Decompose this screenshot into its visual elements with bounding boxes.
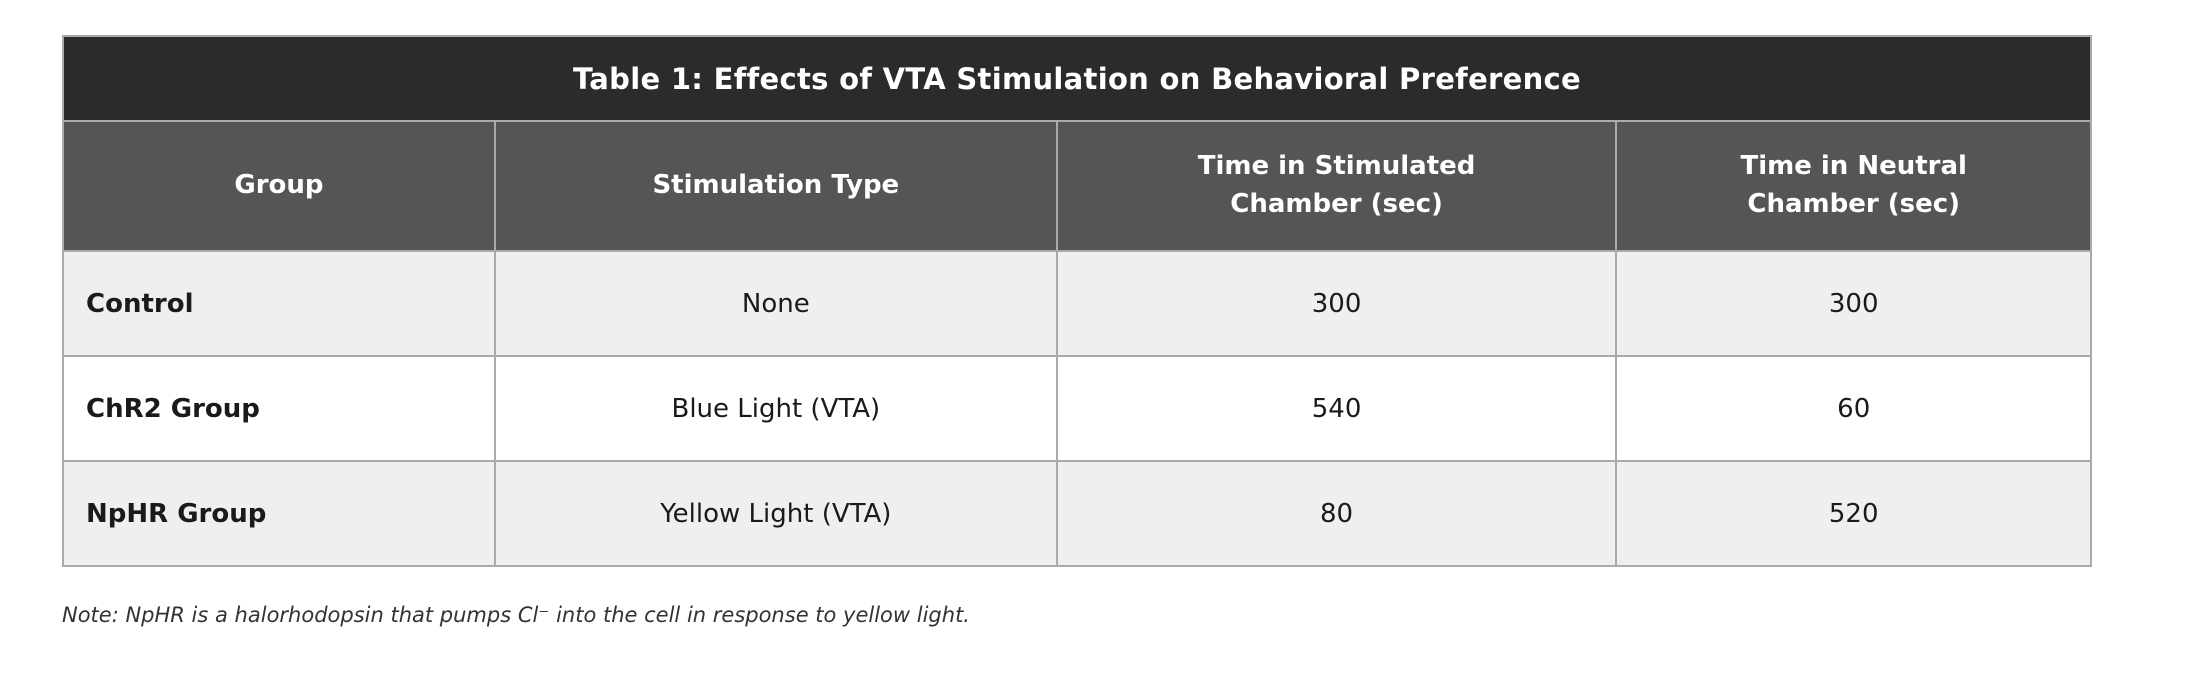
cell-time-stimulated: 300 — [1055, 250, 1618, 357]
cell-stimulation-type: None — [493, 250, 1058, 357]
column-header-time-stimulated: Time in Stimulated Chamber (sec) — [1055, 120, 1618, 252]
cell-stimulation-type: Blue Light (VTA) — [493, 355, 1058, 462]
vta-stimulation-table: Table 1: Effects of VTA Stimulation on B… — [62, 35, 2092, 567]
column-header-stimulation-type: Stimulation Type — [493, 120, 1058, 252]
cell-time-neutral: 60 — [1615, 355, 2092, 462]
cell-time-neutral: 520 — [1615, 460, 2092, 567]
table-row-chr2: ChR2 Group Blue Light (VTA) 540 60 — [62, 355, 2092, 462]
table-title: Table 1: Effects of VTA Stimulation on B… — [62, 35, 2092, 122]
cell-time-stimulated: 540 — [1055, 355, 1618, 462]
table-row-control: Control None 300 300 — [62, 250, 2092, 357]
cell-time-neutral: 300 — [1615, 250, 2092, 357]
cell-group: NpHR Group — [62, 460, 496, 567]
table-row-nphr: NpHR Group Yellow Light (VTA) 80 520 — [62, 460, 2092, 567]
table-title-row: Table 1: Effects of VTA Stimulation on B… — [62, 35, 2092, 122]
cell-time-stimulated: 80 — [1055, 460, 1618, 567]
cell-group: ChR2 Group — [62, 355, 496, 462]
table-header-row: Group Stimulation Type Time in Stimulate… — [62, 120, 2092, 252]
cell-group: Control — [62, 250, 496, 357]
column-header-time-neutral: Time in Neutral Chamber (sec) — [1615, 120, 2092, 252]
table-note: Note: NpHR is a halorhodopsin that pumps… — [62, 603, 970, 627]
cell-stimulation-type: Yellow Light (VTA) — [493, 460, 1058, 567]
column-header-group: Group — [62, 120, 496, 252]
